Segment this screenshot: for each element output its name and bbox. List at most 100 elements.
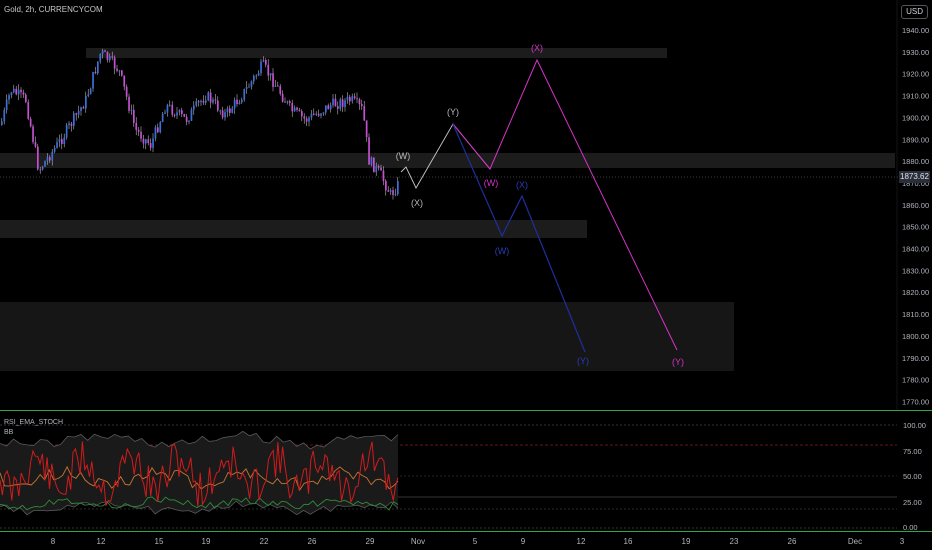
candle	[322, 112, 325, 114]
candle	[73, 113, 75, 126]
candle	[145, 139, 147, 144]
indicator-axis-label: 50.00	[903, 472, 922, 481]
candle	[301, 111, 303, 117]
candle	[3, 110, 6, 122]
candle	[236, 99, 238, 105]
candle	[193, 105, 195, 110]
wave-label-y-magenta: (Y)	[672, 357, 684, 367]
zone-resistance	[0, 153, 895, 168]
time-axis-label: 5	[473, 537, 478, 546]
candle	[207, 92, 210, 101]
candle	[214, 99, 217, 101]
candle	[281, 93, 284, 102]
candle	[37, 146, 39, 170]
candle	[32, 126, 34, 143]
candle	[389, 190, 392, 192]
indicator-pane[interactable]: 100.00 75.00 50.00 25.00 0.00	[0, 421, 926, 532]
candle	[89, 88, 92, 95]
candle	[190, 109, 193, 121]
candle	[65, 125, 68, 138]
candle	[178, 110, 181, 113]
candle	[325, 105, 327, 113]
candle	[149, 143, 152, 148]
candle	[351, 96, 354, 102]
candle	[161, 113, 164, 123]
candle	[181, 110, 183, 115]
candle	[15, 88, 18, 95]
candle	[358, 99, 361, 105]
candle	[265, 59, 267, 65]
candle	[70, 123, 73, 126]
candle	[53, 147, 56, 152]
candle	[217, 100, 219, 111]
candle	[113, 57, 116, 69]
candle	[188, 120, 190, 122]
wave-label-x-blue: (X)	[516, 180, 528, 190]
candle	[296, 107, 298, 110]
time-axis-label: 12	[97, 537, 106, 546]
candle	[169, 104, 171, 106]
price-axis[interactable]: 1940.00 1930.00 1920.00 1910.00 1900.00 1890.…	[896, 0, 929, 410]
candle	[97, 61, 99, 74]
candle	[154, 127, 157, 139]
wave-label-y-blue: (Y)	[577, 356, 589, 366]
candle	[13, 88, 15, 93]
candle	[75, 113, 78, 115]
candle	[286, 101, 289, 103]
candle	[56, 142, 58, 148]
candle	[195, 101, 198, 106]
candle	[106, 51, 109, 61]
price-axis-label: 1800.00	[902, 332, 929, 341]
candle	[171, 104, 174, 115]
bollinger-lower	[0, 500, 399, 516]
candle	[305, 118, 308, 122]
candles[interactable]	[1, 48, 399, 200]
wave-label-x-magenta: (X)	[531, 43, 543, 53]
candle	[248, 86, 250, 88]
candle	[245, 86, 248, 89]
zone-top	[86, 48, 667, 58]
candle	[116, 68, 118, 71]
candle	[380, 167, 382, 171]
candle	[197, 101, 200, 103]
candle	[315, 113, 318, 115]
candle	[49, 157, 51, 161]
candle	[375, 165, 378, 173]
price-axis-label: 1830.00	[902, 266, 929, 275]
wave-label-w-gray: (W)	[396, 151, 411, 161]
candle	[58, 139, 61, 143]
indicator-axis-labels: 100.00 75.00 50.00 25.00 0.00	[903, 421, 926, 532]
candle	[25, 94, 27, 103]
candle	[5, 99, 8, 111]
magenta-projection-path	[452, 58, 678, 351]
price-axis-label: 1900.00	[902, 113, 929, 122]
candle	[94, 71, 97, 74]
candle	[365, 120, 368, 138]
time-axis-label: 16	[624, 537, 633, 546]
candle	[327, 105, 330, 110]
candle	[183, 114, 186, 117]
candle	[293, 107, 296, 112]
candle	[173, 114, 176, 116]
candle	[377, 165, 380, 168]
candle	[284, 101, 286, 103]
price-axis-label: 1820.00	[902, 288, 929, 297]
candle	[361, 104, 363, 107]
candle	[231, 108, 234, 113]
time-axis-label: 19	[202, 537, 211, 546]
candle	[176, 112, 178, 116]
indicator-title[interactable]: RSI_EMA_STOCH	[4, 419, 63, 426]
price-axis-label: 1850.00	[902, 223, 929, 232]
candle	[99, 53, 102, 62]
candle	[82, 107, 85, 109]
candle	[224, 112, 226, 118]
candle	[339, 99, 342, 109]
currency-button[interactable]: USD	[901, 5, 928, 19]
price-axis-label: 1770.00	[902, 397, 929, 406]
price-axis-label: 1870.00	[902, 179, 929, 188]
candle	[397, 181, 399, 195]
candle	[133, 109, 135, 123]
time-axis[interactable]: 8 12 15 19 22 26 29 Nov 5 9 12 16 19 23 26 Dec 3	[51, 537, 905, 546]
candle	[277, 85, 279, 87]
